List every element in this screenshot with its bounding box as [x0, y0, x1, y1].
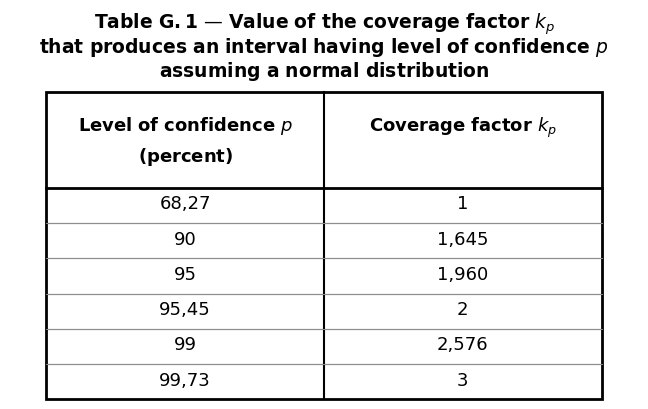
Text: $\bf{Level\ of\ confidence}$ $\mathit{p}$: $\bf{Level\ of\ confidence}$ $\mathit{p}…	[78, 115, 293, 137]
Text: $\bf{Coverage\ factor}$ $\mathit{k_p}$: $\bf{Coverage\ factor}$ $\mathit{k_p}$	[369, 115, 557, 139]
Text: 1,645: 1,645	[437, 230, 489, 248]
Text: $\bf{(percent)}$: $\bf{(percent)}$	[137, 146, 233, 168]
Text: 3: 3	[457, 371, 469, 389]
Text: 99,73: 99,73	[159, 371, 211, 389]
Text: 95,45: 95,45	[159, 301, 211, 319]
Text: $\bf{that\ produces\ an\ interval\ having\ level\ of\ confidence}\ \mathit{p}$: $\bf{that\ produces\ an\ interval\ havin…	[40, 36, 608, 59]
Text: 90: 90	[174, 230, 196, 248]
Text: $\bf{Table\ G.1\ \mathbf{—}\ Value\ of\ the\ coverage\ factor}\ \mathit{k_p}$: $\bf{Table\ G.1\ \mathbf{—}\ Value\ of\ …	[93, 11, 555, 37]
Text: $\bf{assuming\ a\ normal\ distribution}$: $\bf{assuming\ a\ normal\ distribution}$	[159, 60, 489, 83]
Text: 99: 99	[174, 336, 197, 354]
Text: 1,960: 1,960	[437, 265, 489, 283]
Text: 68,27: 68,27	[159, 195, 211, 213]
Text: 1: 1	[457, 195, 469, 213]
Text: 2: 2	[457, 301, 469, 319]
Text: 95: 95	[174, 265, 197, 283]
Text: 2,576: 2,576	[437, 336, 489, 354]
